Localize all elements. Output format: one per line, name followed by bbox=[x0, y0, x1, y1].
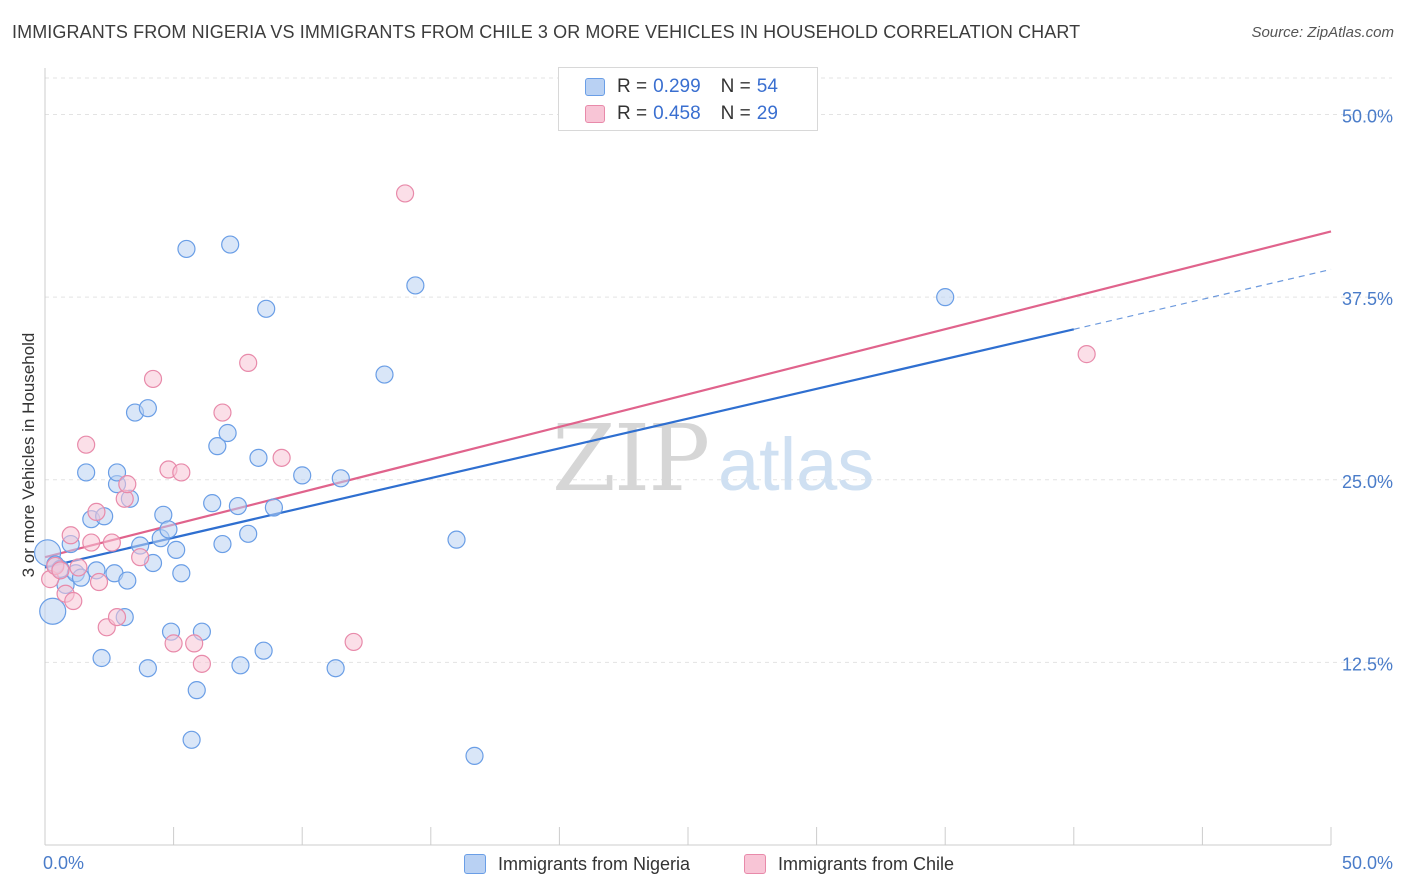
point-nigeria bbox=[182, 730, 201, 749]
point-nigeria bbox=[167, 540, 186, 559]
point-chile bbox=[69, 558, 88, 577]
point-nigeria bbox=[936, 288, 955, 307]
point-chile bbox=[107, 607, 127, 627]
point-nigeria bbox=[187, 681, 206, 700]
point-chile bbox=[64, 591, 83, 611]
point-nigeria bbox=[375, 365, 394, 384]
legend-row-chile: R = 0.458 N = 29 bbox=[585, 102, 778, 126]
point-chile bbox=[143, 369, 163, 389]
point-nigeria bbox=[264, 498, 284, 517]
bottom-legend-chile: Immigrants from Chile bbox=[744, 851, 954, 877]
point-chile bbox=[82, 533, 101, 552]
x-tick-label: 0.0% bbox=[43, 853, 84, 873]
y-tick-label: 37.5% bbox=[1342, 289, 1393, 309]
point-chile bbox=[272, 448, 291, 467]
legend-r-label: R = bbox=[617, 103, 648, 124]
point-nigeria bbox=[208, 437, 227, 456]
trend-line-extension bbox=[1073, 268, 1332, 330]
point-nigeria bbox=[39, 597, 67, 625]
y-axis-label: 3 or more Vehicles in Household bbox=[19, 333, 38, 578]
point-nigeria bbox=[92, 648, 111, 668]
chart-title: IMMIGRANTS FROM NIGERIA VS IMMIGRANTS FR… bbox=[12, 22, 1081, 42]
trend-line-nigeria bbox=[44, 328, 1075, 569]
legend-n-value: 54 bbox=[756, 76, 778, 97]
legend-swatch-chile bbox=[585, 105, 605, 123]
point-chile bbox=[344, 632, 363, 652]
watermark-zip: ZIP bbox=[552, 405, 708, 512]
point-nigeria bbox=[465, 746, 484, 765]
y-tick-label: 50.0% bbox=[1342, 107, 1393, 127]
y-tick-label: 12.5% bbox=[1342, 654, 1393, 674]
point-chile bbox=[1077, 345, 1096, 364]
legend-n-label: N = bbox=[720, 76, 751, 97]
point-nigeria bbox=[293, 466, 312, 485]
legend-box: R = 0.299 N = 54 R = 0.458 N = 29 bbox=[558, 67, 818, 131]
point-chile bbox=[239, 353, 258, 372]
point-nigeria bbox=[77, 463, 96, 482]
point-nigeria bbox=[159, 520, 178, 539]
legend-n-label: N = bbox=[720, 103, 751, 124]
bottom-legend-label-nigeria: Immigrants from Nigeria bbox=[498, 853, 691, 874]
legend-r-value: 0.458 bbox=[653, 103, 701, 124]
point-nigeria bbox=[331, 469, 350, 488]
y-tick-label: 25.0% bbox=[1342, 472, 1393, 492]
point-nigeria bbox=[406, 276, 425, 295]
legend-n-value: 29 bbox=[756, 103, 778, 124]
legend-row-nigeria: R = 0.299 N = 54 bbox=[585, 75, 778, 99]
point-nigeria bbox=[228, 496, 247, 516]
point-nigeria bbox=[221, 235, 240, 254]
point-nigeria bbox=[326, 659, 345, 678]
point-chile bbox=[172, 463, 191, 482]
bottom-legend-swatch-chile bbox=[744, 854, 766, 874]
point-nigeria bbox=[254, 641, 273, 660]
point-chile bbox=[185, 634, 204, 653]
legend-swatch-nigeria bbox=[585, 78, 605, 96]
point-chile bbox=[102, 533, 121, 552]
bottom-legend-swatch-nigeria bbox=[464, 854, 486, 874]
bottom-legend-nigeria: Immigrants from Nigeria bbox=[464, 851, 690, 877]
point-nigeria bbox=[118, 571, 137, 590]
source-credit: Source: ZipAtlas.com bbox=[1251, 24, 1394, 41]
point-chile bbox=[87, 502, 106, 522]
point-nigeria bbox=[257, 299, 276, 318]
axes bbox=[44, 68, 1332, 846]
point-chile bbox=[192, 654, 211, 673]
x-tick-label: 50.0% bbox=[1342, 853, 1393, 873]
point-nigeria bbox=[447, 530, 466, 549]
legend-r-value: 0.299 bbox=[653, 76, 701, 97]
point-nigeria bbox=[203, 494, 222, 513]
legend-r-label: R = bbox=[617, 76, 648, 97]
point-chile bbox=[395, 184, 415, 203]
point-chile bbox=[164, 634, 183, 653]
data-points bbox=[33, 184, 1096, 765]
point-nigeria bbox=[138, 399, 157, 418]
point-chile bbox=[51, 561, 70, 580]
bottom-legend-label-chile: Immigrants from Chile bbox=[778, 853, 955, 874]
trend-line-chile bbox=[44, 230, 1332, 559]
point-nigeria bbox=[249, 448, 268, 467]
point-chile bbox=[118, 475, 137, 494]
point-nigeria bbox=[172, 564, 191, 583]
point-nigeria bbox=[218, 423, 237, 443]
point-nigeria bbox=[177, 239, 196, 259]
y-tick-labels: 12.5% 25.0% 37.5% 50.0% bbox=[1342, 107, 1393, 675]
point-nigeria bbox=[239, 524, 258, 543]
point-nigeria bbox=[213, 534, 232, 554]
trend-lines bbox=[44, 230, 1332, 569]
point-chile bbox=[213, 403, 232, 422]
point-chile bbox=[131, 548, 150, 567]
point-chile bbox=[89, 572, 109, 592]
x-tick-labels: 0.0% 50.0% bbox=[43, 853, 1393, 873]
point-nigeria bbox=[107, 463, 127, 482]
point-nigeria bbox=[138, 659, 157, 678]
point-chile bbox=[77, 435, 96, 454]
point-chile bbox=[61, 526, 80, 545]
point-nigeria bbox=[231, 656, 250, 675]
watermark-atlas: atlas bbox=[718, 423, 874, 506]
